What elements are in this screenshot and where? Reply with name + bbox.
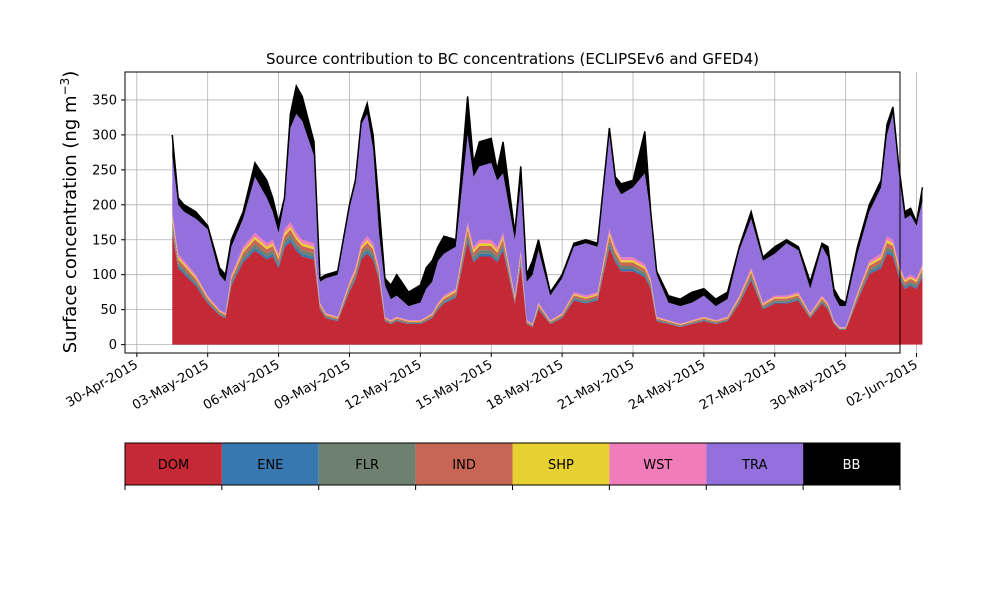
source-legend-bar: DOM ENE FLR IND SHP WST TRA BB	[124, 442, 901, 490]
legend-swatch-ene	[221, 443, 319, 485]
y-axis-label: Surface concentration (ng m−3)	[58, 71, 81, 354]
y-tick-label: 100	[92, 268, 117, 283]
legend-swatch-tra	[706, 443, 804, 485]
y-axis-ticks: 0 50 100 150 200 250 300 350	[92, 93, 125, 353]
legend-swatch-dom	[125, 443, 222, 485]
y-tick-label: 250	[92, 163, 117, 178]
legend-swatch-ind	[415, 443, 513, 485]
legend-label-ind: IND	[452, 458, 476, 473]
chart-title: Source contribution to BC concentrations…	[266, 50, 759, 68]
y-tick-label: 0	[109, 338, 117, 353]
y-tick-label: 300	[92, 128, 117, 143]
legend-swatch-bb	[803, 443, 900, 485]
area-dom	[172, 233, 923, 345]
legend-label-flr: FLR	[355, 458, 379, 473]
legend-label-bb: BB	[843, 458, 861, 473]
legend-swatch-wst	[609, 443, 707, 485]
y-axis-label-superscript: −3	[58, 78, 72, 96]
legend-swatch-shp	[512, 443, 610, 485]
legend-label-wst: WST	[643, 458, 672, 473]
legend-swatch-flr	[318, 443, 416, 485]
stacked-areas	[171, 83, 924, 345]
plot-frame	[124, 71, 901, 354]
y-tick-label: 50	[100, 303, 117, 318]
axes	[124, 71, 901, 354]
y-tick-label: 350	[92, 93, 117, 108]
y-tick-label: 150	[92, 233, 117, 248]
y-axis-label-close: )	[60, 71, 81, 78]
legend-label-dom: DOM	[158, 458, 189, 473]
total-line	[171, 83, 924, 304]
area-tra	[172, 113, 923, 328]
y-axis-label-main: Surface concentration (ng m	[60, 95, 81, 353]
legend-label-shp: SHP	[548, 458, 574, 473]
y-tick-label: 200	[92, 198, 117, 213]
legend-label-tra: TRA	[741, 458, 767, 473]
legend-label-ene: ENE	[257, 458, 283, 473]
